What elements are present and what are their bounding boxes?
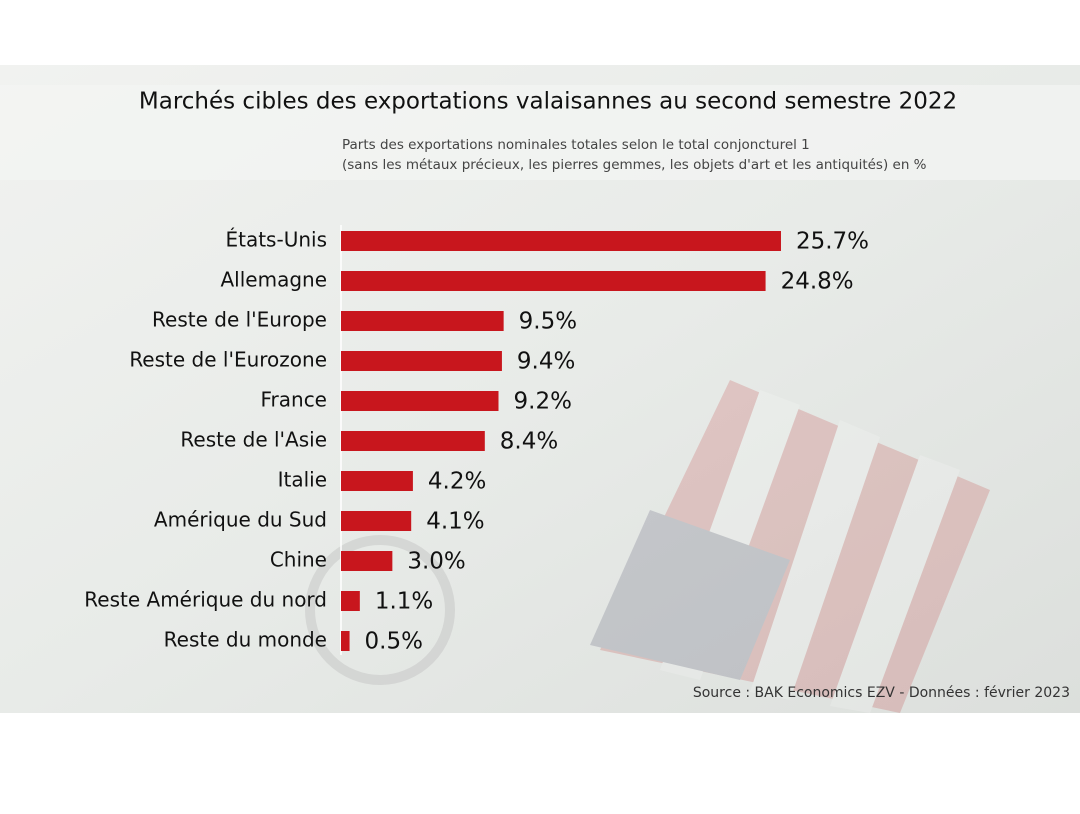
value-label: 3.0% bbox=[407, 549, 465, 575]
category-label: Reste de l'Eurozone bbox=[129, 348, 327, 372]
chart-subtitle: Parts des exportations nominales totales… bbox=[342, 137, 810, 153]
bar bbox=[341, 631, 350, 651]
title-band bbox=[0, 85, 1080, 180]
value-label: 24.8% bbox=[781, 269, 854, 295]
category-label: Italie bbox=[278, 468, 327, 492]
value-label: 9.2% bbox=[514, 389, 572, 415]
bar bbox=[341, 231, 781, 251]
background-flag bbox=[590, 380, 990, 713]
background-seal bbox=[305, 535, 455, 685]
category-label: Reste Amérique du nord bbox=[84, 588, 327, 612]
bar bbox=[341, 471, 413, 491]
category-label: Reste de l'Asie bbox=[180, 428, 327, 452]
value-label: 1.1% bbox=[375, 589, 433, 615]
value-label: 25.7% bbox=[796, 229, 869, 255]
category-label: Reste du monde bbox=[164, 628, 327, 652]
source-note: Source : BAK Economics EZV - Données : f… bbox=[693, 685, 1070, 701]
category-label: Chine bbox=[270, 548, 327, 572]
category-label: États-Unis bbox=[225, 228, 327, 252]
value-label: 4.1% bbox=[426, 509, 484, 535]
chart-subtitle: (sans les métaux précieux, les pierres g… bbox=[342, 157, 927, 173]
chart-title: Marchés cibles des exportations valaisan… bbox=[139, 89, 957, 115]
value-label: 0.5% bbox=[365, 629, 423, 655]
bar bbox=[341, 431, 485, 451]
category-label: Amérique du Sud bbox=[154, 508, 327, 532]
bar bbox=[341, 551, 393, 571]
bar bbox=[341, 391, 499, 411]
value-label: 4.2% bbox=[428, 469, 486, 495]
value-label: 8.4% bbox=[500, 429, 558, 455]
bar bbox=[341, 351, 502, 371]
category-label: Allemagne bbox=[220, 268, 327, 292]
value-label: 9.4% bbox=[517, 349, 575, 375]
category-label: France bbox=[260, 388, 327, 412]
bar bbox=[341, 311, 504, 331]
bar bbox=[341, 511, 412, 531]
bar bbox=[341, 271, 766, 291]
value-label: 9.5% bbox=[519, 309, 577, 335]
bar bbox=[341, 591, 360, 611]
category-label: Reste de l'Europe bbox=[152, 308, 327, 332]
